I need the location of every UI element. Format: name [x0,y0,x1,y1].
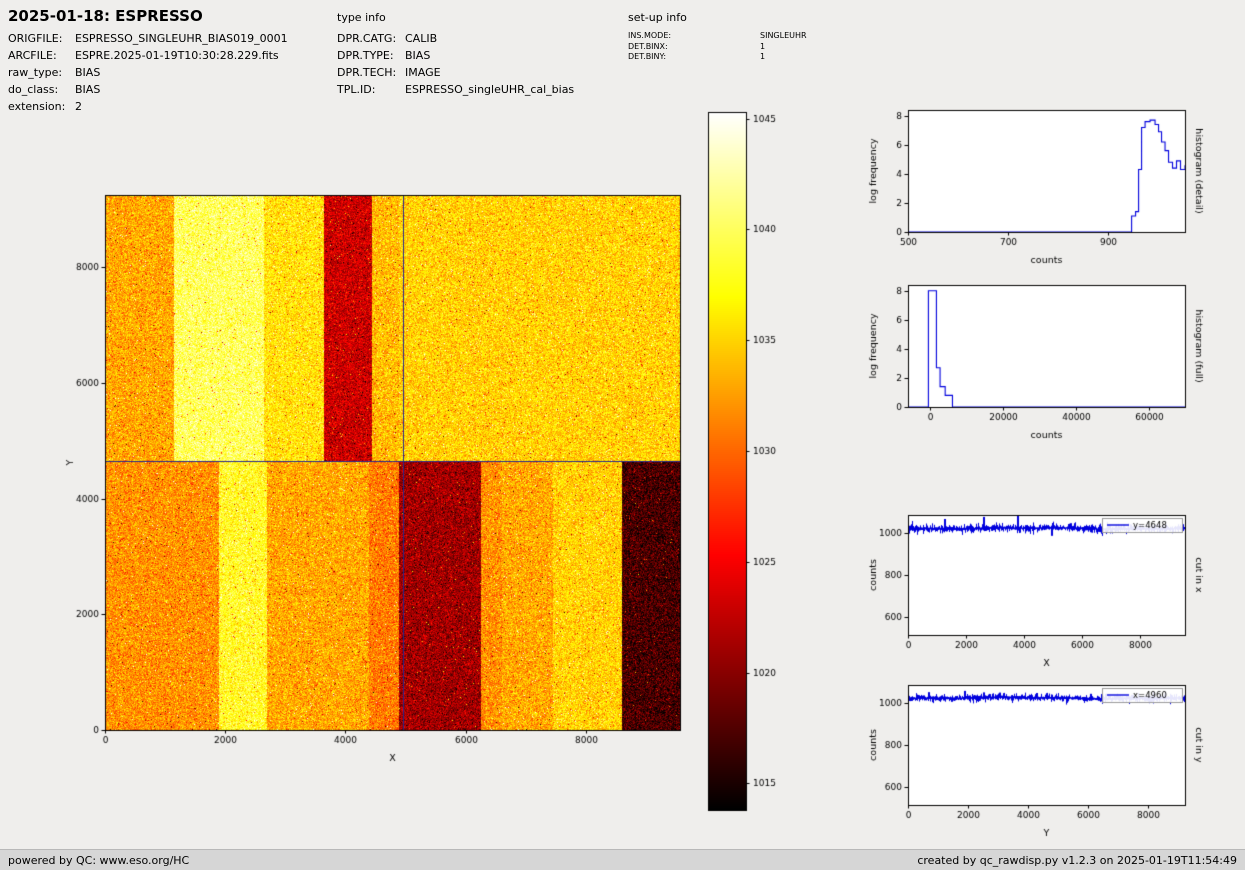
det-binx-label: DET.BINX: [628,42,760,53]
footer-bar: powered by QC: www.eso.org/HC created by… [0,849,1245,870]
file-info-block: ORIGFILE: ESPRESSO_SINGLEUHR_BIAS019_000… [8,30,288,115]
histogram-detail-plot [862,97,1212,282]
extension-value: 2 [75,98,82,115]
ins-mode-value: SINGLEUHR [760,31,807,42]
do-class-value: BIAS [75,81,100,98]
meta-row-extension: extension: 2 [8,98,288,115]
type-info-block: DPR.CATG: CALIB DPR.TYPE: BIAS DPR.TECH:… [337,30,574,98]
do-class-label: do_class: [8,81,75,98]
cut-in-y-plot [862,670,1212,848]
dpr-type-label: DPR.TYPE: [337,47,405,64]
bias-image-plot [40,172,720,782]
origfile-label: ORIGFILE: [8,30,75,47]
raw-type-value: BIAS [75,64,100,81]
meta-row-origfile: ORIGFILE: ESPRESSO_SINGLEUHR_BIAS019_000… [8,30,288,47]
dpr-catg-value: CALIB [405,30,437,47]
meta-row-det-binx: DET.BINX: 1 [628,42,807,53]
dpr-type-value: BIAS [405,47,430,64]
setup-info-heading: set-up info [628,11,687,24]
det-binx-value: 1 [760,42,765,53]
setup-info-block: INS.MODE: SINGLEUHR DET.BINX: 1 DET.BINY… [628,31,807,63]
meta-row-dpr-catg: DPR.CATG: CALIB [337,30,574,47]
dpr-tech-value: IMAGE [405,64,441,81]
page-title: 2025-01-18: ESPRESSO [8,7,203,25]
det-biny-value: 1 [760,52,765,63]
meta-row-raw-type: raw_type: BIAS [8,64,288,81]
dpr-catg-label: DPR.CATG: [337,30,405,47]
origfile-value: ESPRESSO_SINGLEUHR_BIAS019_0001 [75,30,288,47]
raw-type-label: raw_type: [8,64,75,81]
dpr-tech-label: DPR.TECH: [337,64,405,81]
meta-row-do-class: do_class: BIAS [8,81,288,98]
type-info-heading: type info [337,11,386,24]
footer-right-text: created by qc_rawdisp.py v1.2.3 on 2025-… [917,854,1237,867]
meta-row-arcfile: ARCFILE: ESPRE.2025-01-19T10:30:28.229.f… [8,47,288,64]
cut-in-x-plot [862,500,1212,690]
extension-label: extension: [8,98,75,115]
meta-row-dpr-tech: DPR.TECH: IMAGE [337,64,574,81]
det-biny-label: DET.BINY: [628,52,760,63]
histogram-full-plot [862,272,1212,457]
arcfile-value: ESPRE.2025-01-19T10:30:28.229.fits [75,47,279,64]
colorbar [700,105,795,820]
arcfile-label: ARCFILE: [8,47,75,64]
meta-row-ins-mode: INS.MODE: SINGLEUHR [628,31,807,42]
ins-mode-label: INS.MODE: [628,31,760,42]
meta-row-det-biny: DET.BINY: 1 [628,52,807,63]
meta-row-tpl-id: TPL.ID: ESPRESSO_singleUHR_cal_bias [337,81,574,98]
tpl-id-label: TPL.ID: [337,81,405,98]
tpl-id-value: ESPRESSO_singleUHR_cal_bias [405,81,574,98]
footer-left-text: powered by QC: www.eso.org/HC [8,854,189,867]
meta-row-dpr-type: DPR.TYPE: BIAS [337,47,574,64]
